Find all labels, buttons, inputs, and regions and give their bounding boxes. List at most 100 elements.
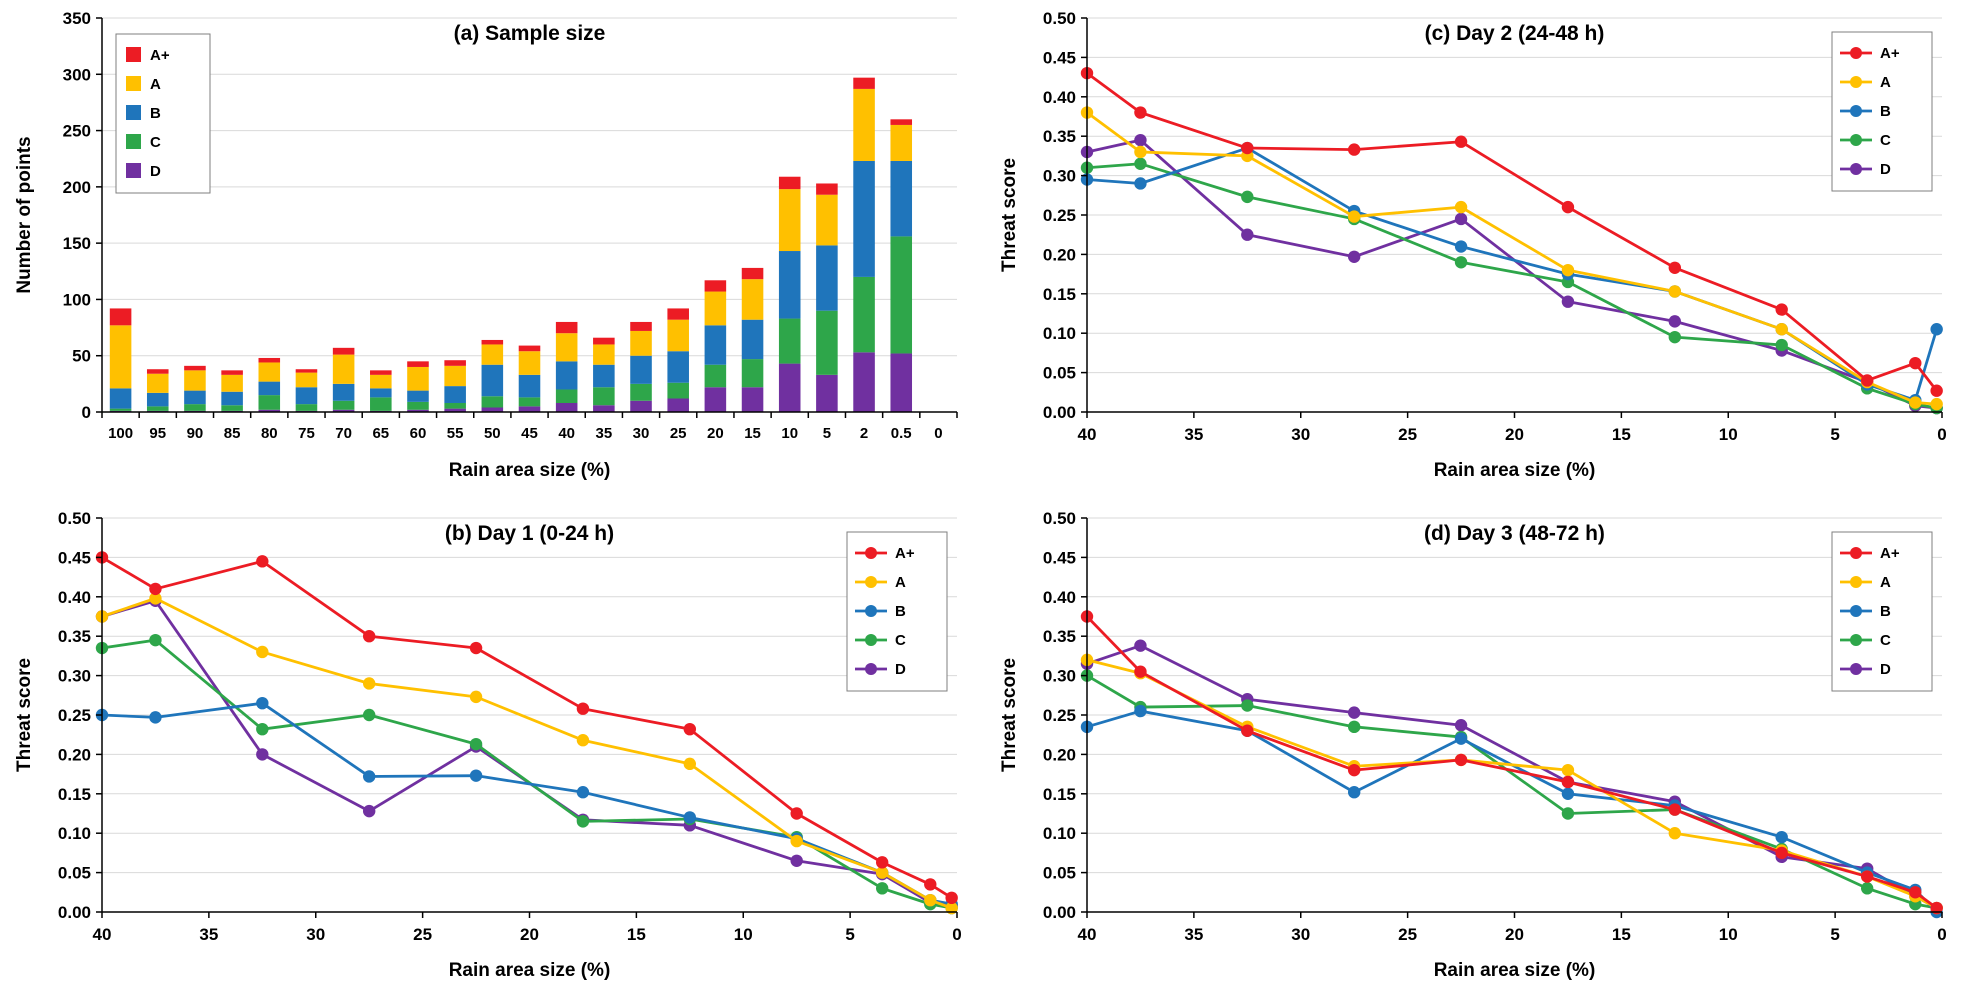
legend-label: C [1880, 132, 1891, 149]
data-point-marker [362, 630, 376, 643]
bar-segment [667, 319, 689, 352]
bar-segment [555, 333, 578, 362]
data-point-marker [683, 722, 697, 736]
y-tick-labels: 0.00 0.05 0.10 0.15 0.20 0.25 0.30 0.35 0.40 0.45… [1043, 9, 1076, 422]
bar-segment [518, 397, 541, 407]
legend-marker-B [865, 605, 877, 617]
data-point-marker [576, 815, 590, 828]
chart-title: (c) Day 2 (24-48 h) [1425, 22, 1605, 45]
legend-label: D [1880, 661, 1891, 678]
bar-segment [741, 387, 764, 412]
y-tick-label: 0.45 [1043, 548, 1076, 567]
x-tick-label: 2 [860, 425, 868, 442]
data-point-marker [362, 770, 376, 783]
legend-marker-A [1850, 76, 1862, 88]
legend-marker-A+ [1850, 47, 1862, 59]
x-tick-label: 25 [670, 425, 687, 442]
data-point-marker [1930, 384, 1943, 397]
data-point-marker [1860, 882, 1874, 895]
y-tick-label: 0.50 [1043, 9, 1076, 28]
legend-marker-D [1850, 663, 1862, 675]
legend-marker-B [1850, 605, 1862, 617]
data-point-marker [1930, 901, 1943, 915]
bar-segment [295, 372, 318, 388]
x-tick-label: 15 [1612, 425, 1631, 444]
x-tick-label: 70 [335, 425, 352, 442]
bar-segment [518, 374, 541, 398]
x-tick-label: 65 [372, 425, 389, 442]
bar-segment [778, 176, 801, 190]
bar-segment [741, 267, 764, 280]
bar-segment [816, 245, 838, 311]
y-tick-label: 0.35 [1043, 127, 1076, 146]
bar-segment [816, 183, 838, 195]
data-point-marker [1860, 374, 1874, 387]
x-tick-label: 40 [558, 425, 575, 442]
y-tick-label: 200 [63, 178, 91, 197]
x-tick-label: 40 [1078, 425, 1097, 444]
bar-segment [370, 388, 392, 398]
x-tick-label: 25 [413, 925, 432, 944]
data-point-marker [469, 641, 483, 655]
bar-segment [667, 398, 689, 412]
data-point-marker [1561, 775, 1575, 789]
legend-label: C [895, 632, 906, 649]
axes [1081, 517, 1943, 918]
y-tick-label: 0 [82, 403, 91, 422]
data-point-marker [1561, 787, 1575, 800]
bar-segment [444, 365, 466, 387]
x-tick-label: 30 [633, 425, 650, 442]
y-tick-label: 300 [63, 65, 91, 84]
bar-segment [370, 374, 392, 389]
data-point-marker [1134, 157, 1147, 170]
data-point-marker [469, 769, 483, 782]
bar-segment [741, 319, 764, 360]
data-point-marker [1668, 285, 1682, 298]
bar-segment [853, 160, 875, 277]
bar-segment [481, 407, 504, 412]
data-point-marker [149, 582, 162, 596]
axes [96, 517, 958, 918]
data-point-marker [1909, 396, 1922, 409]
data-point-marker [1668, 330, 1682, 344]
x-tick-labels: 40 35 30 25 20 15 10 5 0 [93, 925, 962, 944]
line-series-A [95, 592, 958, 915]
x-tick-label: 15 [627, 925, 646, 944]
bar-segment [778, 318, 801, 364]
bar-segment [407, 390, 429, 402]
data-point-marker [1134, 133, 1147, 147]
data-point-marker [469, 737, 483, 751]
y-axis-label: Threat score [999, 158, 1020, 272]
bar-segment [630, 383, 652, 401]
data-point-marker [1134, 177, 1147, 190]
legend-marker-A [865, 576, 877, 588]
data-point-marker [1930, 397, 1943, 411]
legend-label: D [150, 163, 161, 180]
bar-segment [890, 353, 913, 412]
bar-segment [667, 351, 689, 383]
bar-segment [407, 366, 429, 391]
bar-segment [444, 402, 466, 409]
data-point-marker [576, 702, 590, 715]
legend-label: A+ [1880, 45, 1900, 62]
x-tick-label: 0.5 [891, 425, 912, 442]
data-point-marker [875, 882, 889, 895]
chart-title: (d) Day 3 (48-72 h) [1424, 522, 1605, 545]
bar-segment [146, 406, 169, 411]
bar-segment [146, 369, 169, 374]
legend-label: A+ [1880, 545, 1900, 562]
bar-segment [221, 370, 243, 375]
line-series-A+ [95, 551, 958, 905]
legend-marker-C [1850, 634, 1862, 646]
x-tick-label: 90 [187, 425, 204, 442]
y-tick-label: 250 [63, 122, 91, 141]
bar-segment [332, 354, 355, 384]
data-point-marker [875, 866, 889, 879]
y-tick-label: 0.15 [1043, 785, 1076, 804]
data-point-marker [1668, 803, 1682, 816]
legend-swatch-C [126, 134, 141, 149]
chart-d-svg: 0.00 0.05 0.10 0.15 0.20 0.25 0.30 0.35 0.40 0.45… [985, 500, 1970, 1000]
bar-segment [853, 77, 875, 89]
